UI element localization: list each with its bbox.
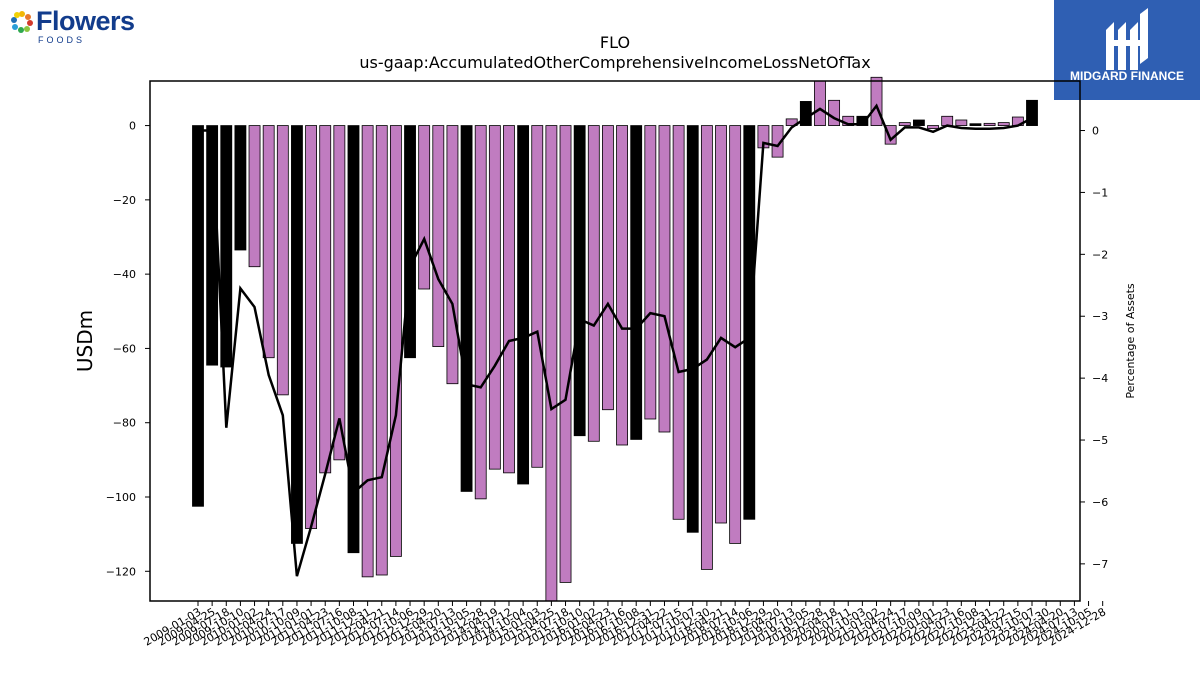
- bar-2014-10-04: [517, 125, 530, 485]
- bar-2021-01-02: [870, 76, 883, 126]
- y2-tick-label: −1: [1092, 186, 1108, 199]
- bar-2022-12-31: [983, 122, 996, 126]
- bar-2012-10-06: [404, 125, 416, 359]
- bar-2011-07-16: [333, 125, 346, 461]
- bar-2022-04-23: [941, 115, 954, 126]
- flower-icon: [11, 11, 33, 33]
- bar-2013-10-05: [460, 125, 473, 492]
- y-axis-label: USDm: [73, 310, 97, 372]
- bar-2011-12-31: [361, 125, 374, 578]
- chart-title: FLO: [600, 33, 630, 52]
- flowers-logo-name: Flowers: [36, 6, 135, 36]
- y2-tick-label: −2: [1092, 248, 1108, 261]
- y2-tick-label: −4: [1092, 372, 1108, 385]
- bars-layer: [192, 76, 1038, 602]
- bar-2020-04-18: [828, 99, 841, 126]
- flowers-logo-sub: FOODS: [38, 35, 86, 45]
- bar-2016-04-23: [602, 125, 614, 411]
- y-tick-label: −20: [113, 194, 136, 207]
- bar-2014-04-19: [488, 125, 501, 470]
- bar-2015-04-25: [545, 125, 558, 602]
- bar-2011-04-23: [319, 125, 332, 474]
- bar-2019-12-28: [814, 80, 826, 126]
- bar-2011-01-01: [305, 125, 317, 529]
- y-tick-label: −80: [113, 417, 136, 430]
- pct-assets-line-layer: [198, 103, 1033, 577]
- bar-2020-10-03: [856, 115, 869, 126]
- bar-2013-12-28: [474, 125, 487, 500]
- bar-2017-04-22: [658, 125, 671, 433]
- bar-2015-07-18: [559, 125, 572, 583]
- bar-2010-01-02: [248, 125, 261, 268]
- midgard-finance-logo: MIDGARD FINANCE: [1054, 0, 1200, 100]
- midgard-emblem-icon: [1106, 8, 1148, 70]
- bar-2012-12-29: [418, 125, 431, 290]
- bar-2017-12-30: [700, 125, 713, 570]
- bar-2009-01-03: [192, 125, 204, 507]
- bar-2016-12-31: [644, 125, 657, 420]
- bar-2009-04-25: [206, 125, 219, 366]
- y2-axis-label: Percentage of Assets: [1124, 283, 1137, 399]
- bar-2011-10-08: [347, 125, 360, 554]
- bar-2016-01-02: [587, 125, 600, 442]
- y-axis-right: 0 −1 −2 −3 −4 −5 −6 −7: [1080, 125, 1108, 571]
- y-axis-left: 0 −20 −40 −60 −80 −100 −120: [106, 120, 150, 578]
- bar-2022-10-08: [969, 123, 982, 126]
- bar-2021-10-09: [913, 119, 925, 126]
- y2-tick-label: −3: [1092, 310, 1108, 323]
- y-tick-label: −100: [106, 491, 136, 504]
- bar-2022-07-16: [955, 119, 968, 126]
- bar-2023-04-22: [997, 122, 1010, 126]
- bar-2010-04-24: [262, 125, 275, 359]
- bar-2018-04-21: [715, 125, 727, 524]
- bar-2010-07-17: [276, 125, 289, 396]
- bar-2015-10-10: [573, 125, 586, 437]
- y2-tick-label: 0: [1092, 125, 1099, 138]
- pct-assets-line: [198, 103, 1033, 577]
- bar-2016-07-16: [616, 125, 628, 446]
- y-tick-label: 0: [129, 120, 136, 133]
- bar-2010-10-09: [291, 125, 303, 544]
- y-tick-label: −40: [113, 268, 136, 281]
- y-tick-label: −120: [106, 565, 136, 578]
- bar-2016-10-08: [630, 125, 643, 440]
- y2-tick-label: −5: [1092, 434, 1108, 447]
- bar-2018-07-14: [729, 125, 742, 544]
- bar-2022-01-01: [927, 125, 939, 129]
- bar-2013-07-13: [446, 125, 459, 385]
- bar-2014-07-12: [503, 125, 515, 474]
- y2-tick-label: −6: [1092, 496, 1108, 509]
- bar-2013-04-20: [432, 125, 445, 347]
- y2-tick-label: −7: [1092, 558, 1108, 571]
- bar-2019-04-20: [771, 125, 784, 158]
- y-tick-label: −60: [113, 342, 136, 355]
- bar-2009-07-18: [220, 125, 233, 368]
- flowers-foods-logo: Flowers FOODS: [8, 6, 158, 50]
- bar-2012-07-14: [389, 125, 402, 557]
- bar-2009-10-10: [234, 125, 247, 251]
- bar-2023-10-07: [1026, 99, 1038, 126]
- chart-subtitle: us-gaap:AccumulatedOtherComprehensiveInc…: [359, 53, 870, 72]
- midgard-logo-name: MIDGARD FINANCE: [1070, 69, 1184, 83]
- bar-2021-07-17: [898, 122, 911, 126]
- bar-2017-07-15: [672, 125, 685, 520]
- bar-2019-07-13: [785, 118, 798, 126]
- plot-frame: [149, 80, 1081, 602]
- x-axis: 2009-01-032009-04-252009-07-182009-10-10…: [142, 601, 1108, 649]
- bar-2012-04-21: [375, 125, 388, 576]
- bar-2017-10-07: [686, 125, 699, 533]
- bar-2015-01-03: [531, 125, 544, 468]
